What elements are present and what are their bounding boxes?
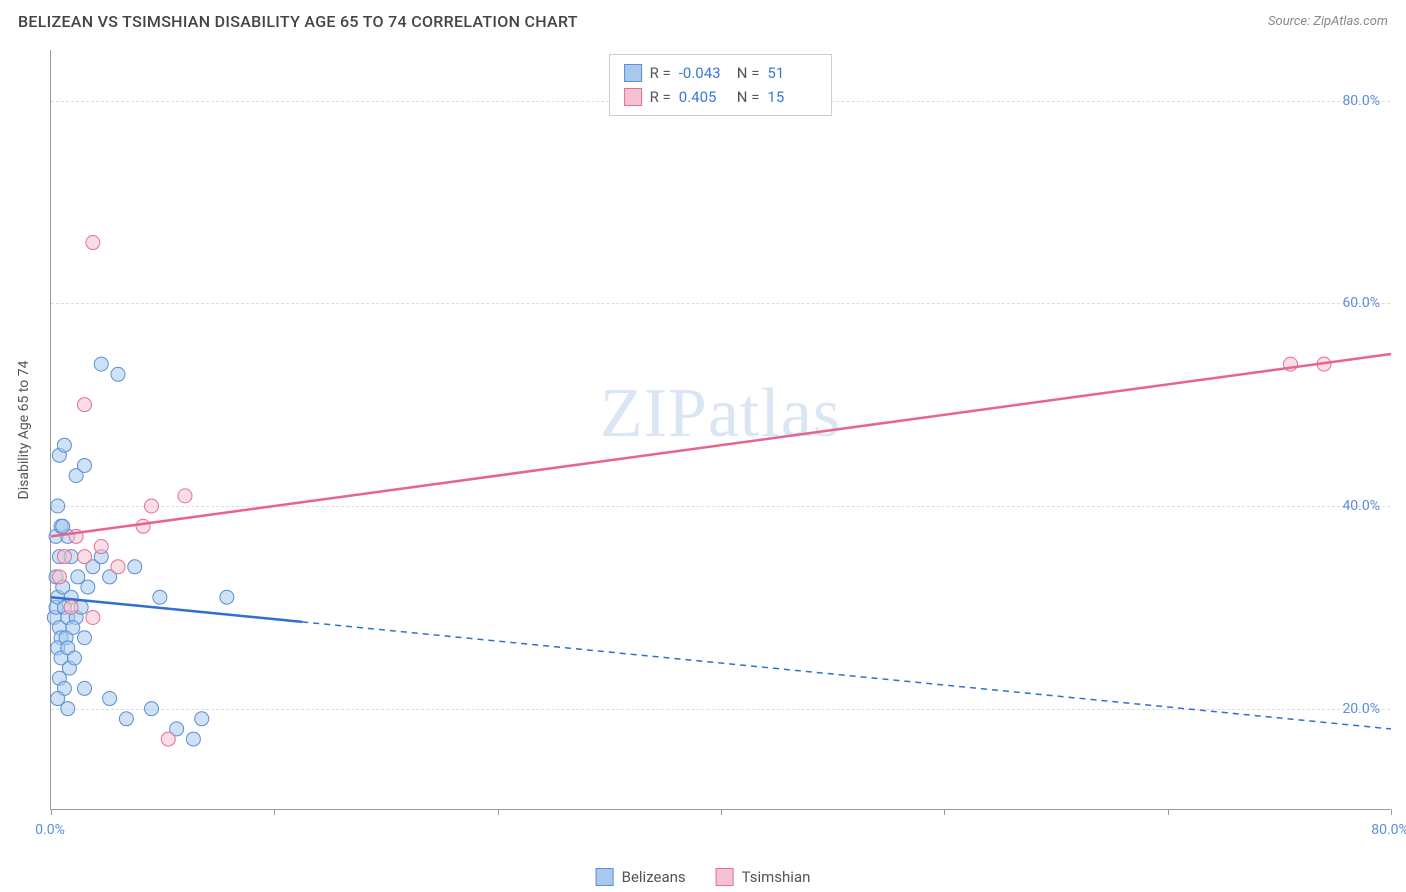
data-point (145, 702, 159, 716)
y-axis-title: Disability Age 65 to 74 (16, 361, 32, 500)
data-point (111, 560, 125, 574)
n-value-tsimshian: 15 (767, 85, 817, 109)
data-point (78, 681, 92, 695)
data-point (103, 692, 117, 706)
chart-header: BELIZEAN VS TSIMSHIAN DISABILITY AGE 65 … (0, 0, 1406, 39)
correlation-legend: R = -0.043 N = 51 R = 0.405 N = 15 (609, 54, 833, 116)
swatch-belizeans (624, 64, 642, 82)
data-point (119, 712, 133, 726)
data-point (56, 519, 70, 533)
data-point (161, 732, 175, 746)
source-label: Source: ZipAtlas.com (1268, 14, 1388, 29)
swatch-tsimshian (624, 88, 642, 106)
legend-label-tsimshian: Tsimshian (742, 868, 811, 886)
n-label: N = (737, 85, 760, 109)
r-value-tsimshian: 0.405 (679, 85, 729, 109)
plot-area: ZIPatlas 20.0%40.0%60.0%80.0% R = -0.043… (50, 50, 1390, 810)
data-point (52, 570, 66, 584)
data-point (128, 560, 142, 574)
data-point (78, 398, 92, 412)
legend-label-belizeans: Belizeans (622, 868, 686, 886)
r-label: R = (650, 85, 671, 109)
data-point (111, 367, 125, 381)
r-value-belizeans: -0.043 (679, 61, 729, 85)
data-point (195, 712, 209, 726)
n-label: N = (737, 61, 760, 85)
data-point (64, 600, 78, 614)
data-point (78, 631, 92, 645)
corr-row-tsimshian: R = 0.405 N = 15 (624, 85, 818, 109)
chart-title: BELIZEAN VS TSIMSHIAN DISABILITY AGE 65 … (18, 12, 578, 31)
data-point (57, 438, 71, 452)
data-point (220, 590, 234, 604)
corr-row-belizeans: R = -0.043 N = 51 (624, 61, 818, 85)
data-point (78, 458, 92, 472)
data-point (186, 732, 200, 746)
legend-item-tsimshian: Tsimshian (716, 868, 811, 886)
n-value-belizeans: 51 (767, 61, 817, 85)
scatter-svg (51, 50, 1390, 809)
data-point (57, 550, 71, 564)
trend-line-dashed (302, 622, 1391, 729)
swatch-tsimshian-icon (716, 868, 734, 886)
data-point (61, 702, 75, 716)
legend-item-belizeans: Belizeans (596, 868, 686, 886)
data-point (94, 357, 108, 371)
data-point (136, 519, 150, 533)
data-point (86, 236, 100, 250)
trend-line-solid (51, 354, 1391, 536)
data-point (94, 540, 108, 554)
data-point (51, 499, 65, 513)
data-point (86, 610, 100, 624)
data-point (178, 489, 192, 503)
data-point (81, 580, 95, 594)
data-point (145, 499, 159, 513)
swatch-belizeans-icon (596, 868, 614, 886)
x-tick-label: 0.0% (35, 822, 65, 838)
data-point (153, 590, 167, 604)
r-label: R = (650, 61, 671, 85)
data-point (78, 550, 92, 564)
x-tick-label: 80.0% (1371, 822, 1406, 838)
data-point (66, 621, 80, 635)
series-legend: Belizeans Tsimshian (596, 868, 811, 886)
data-point (67, 651, 81, 665)
